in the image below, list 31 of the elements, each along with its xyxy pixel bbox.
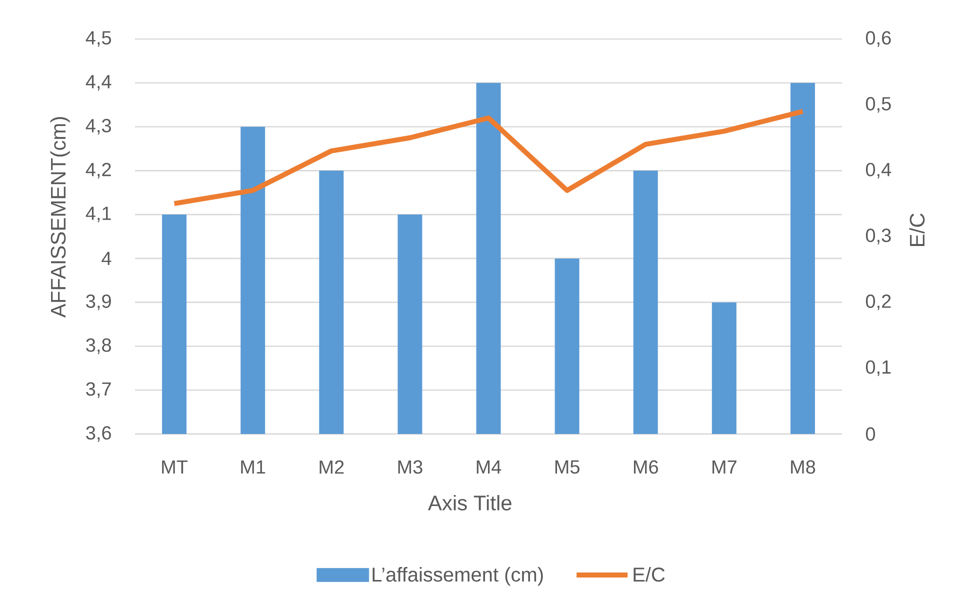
y-tick-label: 4,1	[86, 206, 111, 222]
x-tick-label: MT	[162, 460, 188, 474]
x-tick-label: M8	[791, 460, 816, 474]
y2-tick-label: 0,2	[866, 294, 891, 310]
y2-tick-label: 0	[866, 427, 876, 441]
x-axis-title: Axis Title	[428, 495, 512, 510]
y-tick-label: 4,2	[86, 162, 111, 179]
y-tick-label: 4	[102, 252, 112, 265]
x-tick-label: M7	[712, 460, 736, 474]
x-tick-label: M2	[320, 460, 344, 474]
legend-label: E/C	[634, 567, 665, 582]
y-axis-title: AFFAISSEMENT(cm)	[50, 117, 70, 318]
x-tick-label: M6	[634, 460, 658, 474]
x-tick-label: M5	[555, 460, 580, 474]
x-tick-label: M1	[241, 460, 266, 474]
y-tick-label: 3,6	[86, 426, 111, 442]
y-tick-label: 4,5	[86, 31, 112, 47]
y2-tick-label: 0,1	[866, 360, 891, 376]
y2-tick-label: 0,3	[866, 228, 891, 244]
y2-tick-label: 0,6	[866, 31, 891, 47]
y2-tick-label: 0,5	[866, 96, 891, 113]
y2-tick-label: 0,4	[866, 162, 892, 179]
y-tick-label: 4,4	[86, 75, 112, 91]
y-tick-label: 3,8	[86, 338, 111, 354]
y-tick-label: 3,9	[86, 294, 111, 310]
x-tick-label: M3	[398, 460, 422, 474]
y-tick-label: 4,3	[86, 118, 111, 135]
y-tick-label: 3,7	[86, 382, 111, 398]
x-tick-label: M4	[476, 460, 502, 474]
legend-label: L’affaissement (cm)	[372, 567, 543, 586]
y2-axis-title: E/C	[909, 213, 925, 246]
